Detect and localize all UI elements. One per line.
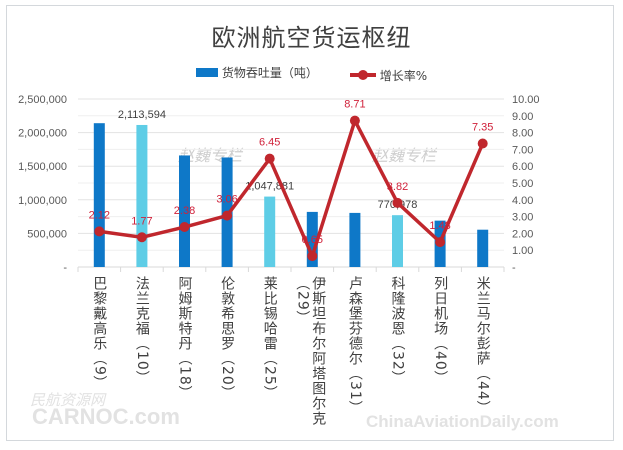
category-label: 莱比锡哈雷（25）	[261, 276, 278, 401]
growth-value-label: 2.12	[89, 209, 110, 221]
right-axis-tick: 8.00	[512, 128, 533, 140]
left-axis-tick: 1,500,000	[18, 161, 67, 173]
left-axis-tick: 2,500,000	[18, 94, 67, 106]
category-label: 法兰克福（10）	[133, 276, 150, 386]
category-label: 伊斯坦布尔阿塔图尔克（29）	[294, 276, 327, 426]
category-label: 伦敦希思罗（20）	[219, 276, 236, 401]
bar	[93, 123, 105, 267]
growth-point	[307, 251, 318, 262]
category-label: 阿姆斯特丹（18）	[176, 276, 193, 401]
category-label: 列日机场（40）	[432, 276, 449, 386]
bar	[264, 196, 276, 267]
right-axis-tick: 10.00	[512, 94, 540, 106]
growth-point	[477, 138, 488, 149]
bar	[392, 215, 403, 267]
bar-value-label: 2,113,594	[118, 109, 166, 121]
growth-point	[435, 237, 446, 248]
growth-value-label: 7.35	[472, 122, 493, 134]
growth-value-label: 1.48	[429, 220, 450, 232]
right-axis-tick: 5.00	[512, 178, 533, 190]
growth-line	[99, 118, 485, 258]
growth-point	[94, 226, 105, 237]
right-axis-tick: 1.00	[512, 245, 533, 257]
right-axis-tick: 2.00	[512, 228, 533, 240]
category-label: 科隆波恩（32）	[389, 276, 406, 386]
watermark-carnoc-en: CARNOC.com	[32, 404, 180, 429]
left-axis-tick: -	[63, 262, 67, 274]
legend: 货物吞吐量（吨） 增长率%	[0, 64, 623, 84]
growth-value-label: 0.65	[302, 234, 323, 246]
category-label: 卢森堡芬德尔（31）	[346, 276, 363, 416]
left-axis-tick: 500,000	[27, 228, 67, 240]
bar	[179, 155, 190, 267]
category-label: 米兰马尔彭萨（44）	[474, 276, 491, 416]
growth-point	[179, 222, 190, 233]
growth-value-label: 3.06	[216, 194, 237, 206]
right-axis-tick: 6.00	[512, 161, 533, 173]
growth-point	[264, 153, 275, 164]
right-axis-tick: -	[512, 262, 516, 274]
legend-label-volume: 货物吞吐量（吨）	[221, 66, 318, 80]
growth-point	[222, 210, 233, 221]
bar	[349, 212, 361, 267]
growth-value-label: 8.71	[344, 99, 365, 111]
legend-item-growth: 增长率%	[349, 67, 428, 84]
growth-value-label: 2.38	[174, 205, 195, 217]
chart-title: 欧洲航空货运枢纽	[211, 24, 412, 52]
category-label: 巴黎戴高乐（9）	[91, 276, 108, 391]
growth-point	[349, 115, 360, 126]
line-swatch-icon	[349, 70, 376, 80]
legend-item-volume: 货物吞吐量（吨）	[195, 64, 318, 81]
growth-point	[136, 232, 147, 243]
bar-swatch-icon	[195, 68, 218, 77]
left-axis-tick: 2,000,000	[18, 128, 67, 140]
right-axis-tick: 4.00	[512, 195, 533, 207]
right-axis-tick: 3.00	[512, 212, 533, 224]
growth-value-label: 1.77	[131, 215, 152, 227]
growth-value-label: 3.82	[387, 181, 408, 193]
growth-value-label: 6.45	[259, 137, 280, 149]
bar	[136, 124, 148, 267]
right-axis-tick: 9.00	[512, 111, 533, 123]
watermark-chinaaviationdaily: ChinaAviationDaily.com	[366, 412, 559, 431]
growth-point	[392, 197, 403, 208]
watermark-center-2: 赵巍专栏	[372, 146, 437, 165]
bar	[306, 211, 318, 267]
right-axis-tick: 7.00	[512, 144, 533, 156]
left-axis-tick: 1,000,000	[18, 195, 67, 207]
watermark-carnoc-cn: 民航资源网	[30, 392, 106, 409]
bar	[477, 229, 489, 267]
legend-label-growth: 增长率%	[379, 68, 428, 83]
